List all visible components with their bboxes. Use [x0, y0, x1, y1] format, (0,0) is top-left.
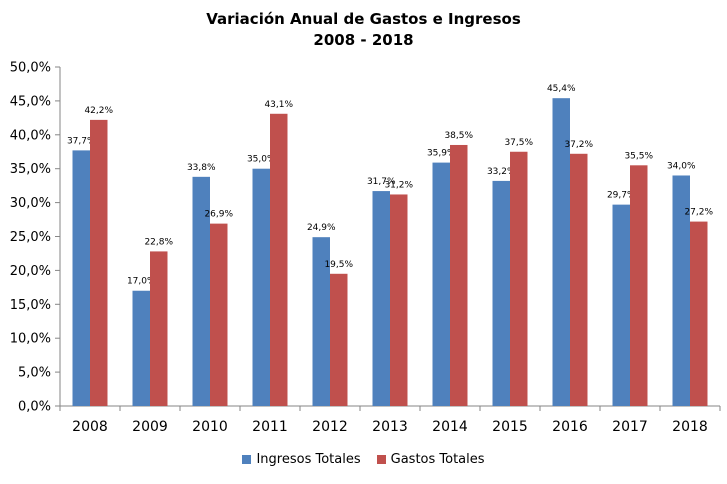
data-label-ingresos: 35,9% — [427, 149, 456, 159]
bar-gastos — [210, 223, 228, 406]
bar-gastos — [570, 153, 588, 406]
data-label-ingresos: 37,7% — [67, 136, 96, 146]
x-tick-label: 2008 — [72, 419, 108, 435]
bar-gastos — [150, 251, 168, 406]
legend-label-gastos: Gastos Totales — [390, 452, 485, 467]
x-tick-label: 2015 — [492, 419, 528, 435]
legend: Ingresos Totales Gastos Totales — [0, 452, 727, 467]
bar-ingresos — [312, 237, 330, 406]
data-label-gastos: 37,5% — [504, 138, 533, 148]
y-tick-label: 45,0% — [10, 94, 51, 109]
bar-gastos — [690, 221, 708, 406]
data-label-gastos: 27,2% — [684, 208, 713, 218]
data-label-ingresos: 34,0% — [667, 161, 696, 171]
bar-ingresos — [612, 204, 630, 406]
y-tick-label: 20,0% — [10, 264, 51, 279]
data-label-gastos: 26,9% — [204, 210, 233, 220]
y-tick-label: 0,0% — [18, 400, 51, 415]
bar-gastos — [330, 273, 348, 406]
x-tick-label: 2012 — [312, 419, 348, 435]
bar-ingresos — [72, 150, 90, 406]
data-label-ingresos: 33,8% — [187, 163, 216, 173]
x-tick-label: 2016 — [552, 419, 588, 435]
data-label-ingresos: 31,7% — [367, 177, 396, 187]
y-tick-label: 50,0% — [10, 61, 51, 76]
bar-ingresos — [252, 168, 270, 406]
data-label-ingresos: 33,2% — [487, 167, 516, 177]
data-label-gastos: 19,5% — [324, 260, 353, 270]
data-label-gastos: 31,2% — [384, 180, 413, 190]
data-label-gastos: 35,5% — [624, 151, 653, 161]
bar-ingresos — [192, 176, 210, 406]
y-tick-label: 15,0% — [10, 298, 51, 313]
x-tick-label: 2011 — [252, 419, 288, 435]
y-tick-label: 40,0% — [10, 128, 51, 143]
x-tick-label: 2014 — [432, 419, 468, 435]
x-tick-label: 2009 — [132, 419, 168, 435]
legend-swatch-gastos — [376, 455, 386, 464]
bar-ingresos — [672, 175, 690, 406]
bar-ingresos — [552, 98, 570, 407]
y-tick-label: 5,0% — [18, 366, 51, 381]
bar-gastos — [90, 119, 108, 406]
data-label-gastos: 38,5% — [444, 131, 473, 141]
bar-ingresos — [372, 191, 390, 406]
x-tick-label: 2017 — [612, 419, 648, 435]
y-tick-label: 25,0% — [10, 230, 51, 245]
chart-title: Variación Anual de Gastos e Ingresos — [206, 10, 521, 28]
data-label-gastos: 22,8% — [144, 237, 173, 247]
data-label-ingresos: 17,0% — [127, 277, 156, 287]
data-label-ingresos: 29,7% — [607, 191, 636, 201]
bar-gastos — [450, 144, 468, 406]
bar-gastos — [270, 113, 288, 407]
bar-gastos — [510, 151, 528, 406]
x-tick-label: 2018 — [672, 419, 708, 435]
data-label-gastos: 42,2% — [84, 106, 113, 116]
bar-ingresos — [432, 162, 450, 406]
data-label-gastos: 43,1% — [264, 100, 293, 110]
data-label-gastos: 37,2% — [564, 140, 593, 150]
y-tick-label: 35,0% — [10, 162, 51, 177]
y-tick-label: 10,0% — [10, 332, 51, 347]
legend-item-gastos: Gastos Totales — [376, 452, 485, 467]
x-tick-label: 2013 — [372, 419, 408, 435]
x-tick-label: 2010 — [192, 419, 228, 435]
chart-subtitle: 2008 - 2018 — [313, 31, 414, 49]
data-label-ingresos: 45,4% — [547, 84, 576, 94]
legend-item-ingresos: Ingresos Totales — [242, 452, 361, 467]
bar-ingresos — [492, 180, 510, 406]
bar-gastos — [390, 194, 408, 406]
legend-swatch-ingresos — [242, 455, 252, 464]
data-label-ingresos: 35,0% — [247, 155, 276, 165]
legend-label-ingresos: Ingresos Totales — [256, 452, 361, 467]
y-tick-label: 30,0% — [10, 196, 51, 211]
bar-gastos — [630, 165, 648, 406]
data-label-ingresos: 24,9% — [307, 223, 336, 233]
bar-ingresos — [132, 290, 150, 406]
